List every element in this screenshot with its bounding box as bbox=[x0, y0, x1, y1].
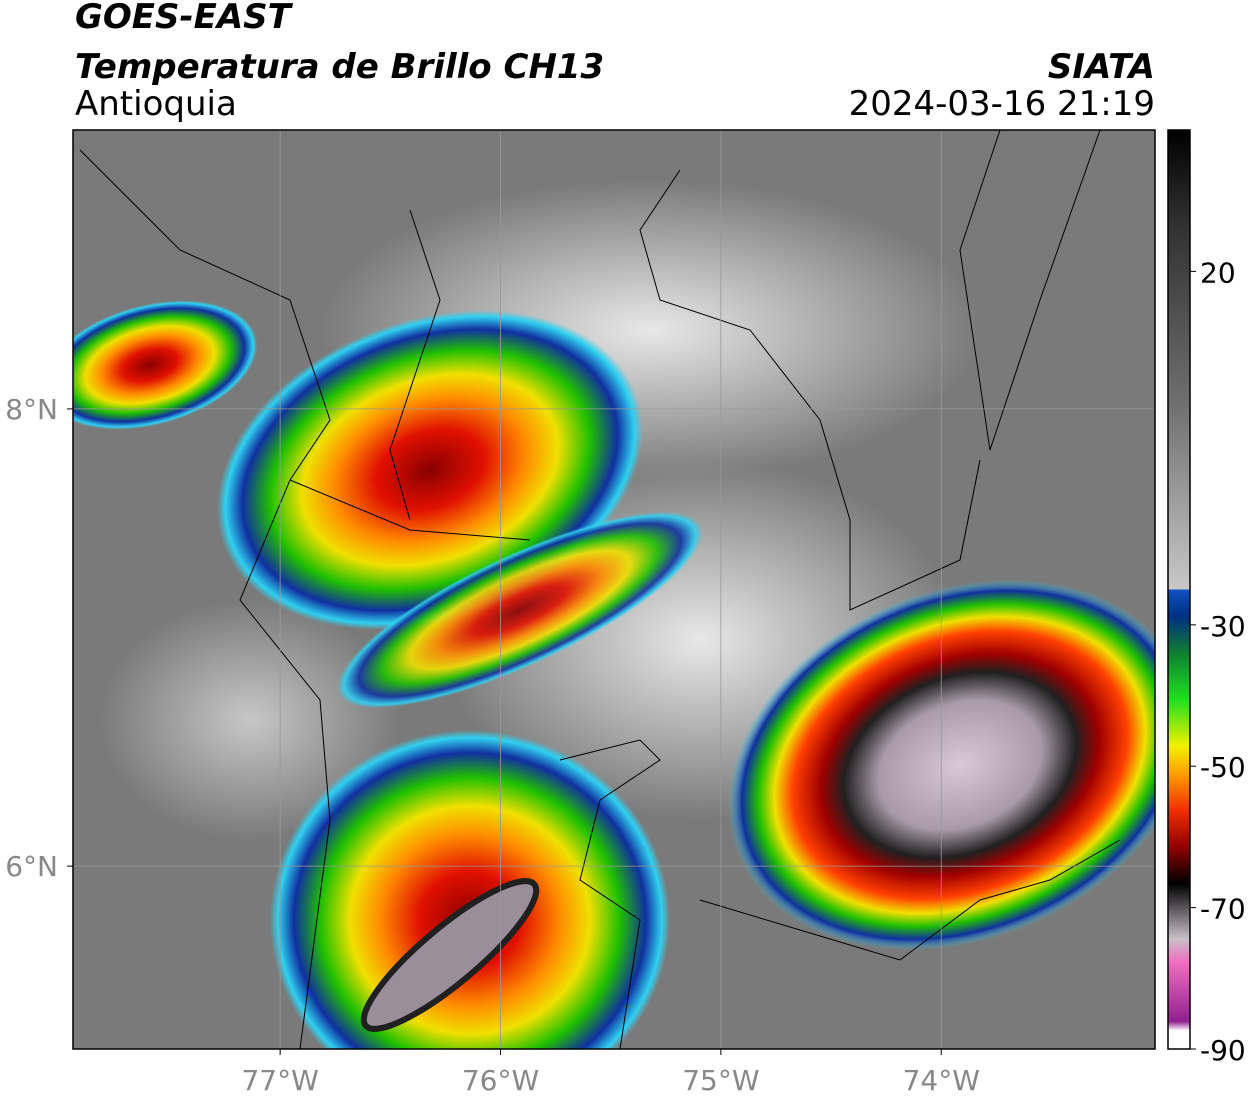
timestamp: 2024-03-16 21:19 bbox=[849, 84, 1155, 124]
region: Antioquia bbox=[75, 84, 237, 124]
x-tick-label: 77°W bbox=[241, 1064, 318, 1097]
borders bbox=[79, 130, 1121, 1049]
source: SIATA bbox=[1048, 47, 1155, 87]
colorbar-tick-label: -50 bbox=[1200, 751, 1246, 784]
colorbar-tick-label: -30 bbox=[1200, 610, 1246, 643]
cloud bbox=[100, 600, 400, 840]
y-tick-label: 8°N bbox=[5, 393, 58, 426]
storm bbox=[73, 300, 258, 430]
storm bbox=[270, 730, 670, 1049]
colorbar-tick-label: 20 bbox=[1200, 256, 1236, 289]
gridlines bbox=[73, 130, 1155, 1049]
title: GOES-EAST bbox=[75, 0, 294, 37]
storm-core bbox=[360, 878, 540, 1032]
map-area bbox=[73, 130, 1155, 1049]
storm bbox=[337, 511, 703, 709]
map-frame bbox=[72, 129, 1156, 1050]
x-tick-label: 76°W bbox=[462, 1064, 539, 1097]
subtitle: Temperatura de Brillo CH13 bbox=[75, 47, 604, 87]
x-tick-label: 74°W bbox=[903, 1064, 980, 1097]
x-tick-label: 75°W bbox=[682, 1064, 759, 1097]
colorbar-tick-label: -70 bbox=[1200, 893, 1246, 926]
colorbar-tick-label: -90 bbox=[1200, 1034, 1246, 1067]
colorbar bbox=[1167, 129, 1191, 1050]
y-tick-label: 6°N bbox=[5, 850, 58, 883]
storm bbox=[728, 579, 1155, 951]
